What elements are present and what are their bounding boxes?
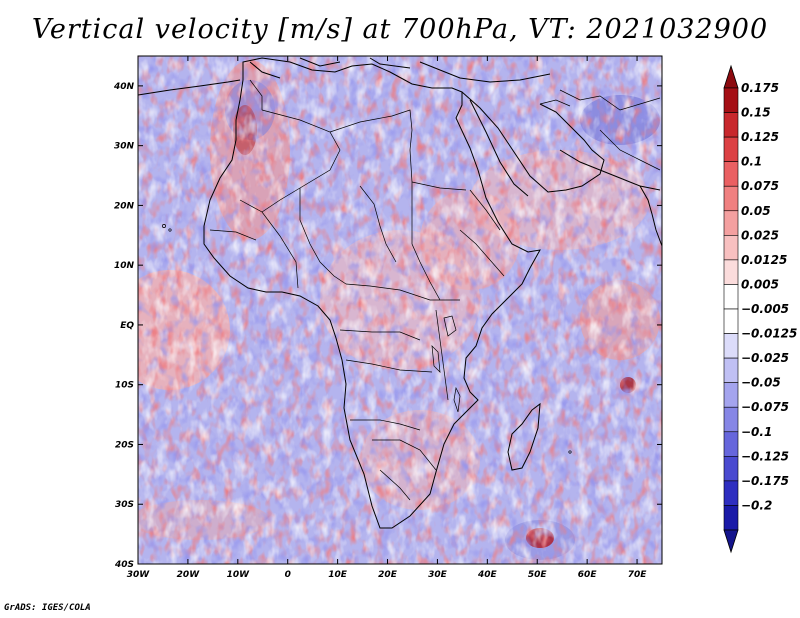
lon-label: 20W — [177, 570, 201, 580]
lat-label: 20N — [114, 201, 135, 211]
colorbar-label: −0.1 — [741, 425, 772, 439]
lat-label: 40N — [113, 82, 135, 92]
lon-label: 50E — [528, 570, 548, 580]
lon-label: 70E — [628, 570, 648, 580]
lat-label: 10S — [115, 381, 134, 391]
colorbar-label: 0.005 — [741, 277, 779, 291]
colorbar-swatch — [723, 284, 739, 310]
colorbar-label: 0.025 — [741, 228, 779, 242]
lon-label: 20E — [378, 570, 398, 580]
coastlines — [138, 57, 662, 529]
colorbar-label: −0.2 — [741, 498, 772, 512]
colorbar-swatch — [723, 185, 739, 212]
lon-label: 30E — [428, 570, 448, 580]
lat-label: 20S — [115, 440, 134, 450]
colorbar-label: 0.15 — [741, 106, 771, 120]
colorbar-label: 0.075 — [741, 179, 779, 193]
colorbar-swatch — [723, 333, 739, 359]
colorbar-label: 0.1 — [741, 155, 762, 169]
lon-label: 10E — [328, 570, 348, 580]
colorbar-label: 0.125 — [741, 130, 779, 144]
colorbar-label: 0.0125 — [741, 253, 787, 267]
lon-label: 40E — [477, 570, 498, 580]
lon-label: 30W — [127, 570, 151, 580]
colorbar-top-arrow — [723, 64, 739, 89]
colorbar-swatch — [723, 259, 739, 285]
colorbar-swatch — [723, 357, 739, 383]
plot-frame — [137, 55, 663, 565]
colorbar-swatch — [723, 210, 739, 236]
colorbar-swatch — [723, 456, 739, 482]
colorbar-swatch — [723, 406, 739, 433]
colorbar-label: −0.025 — [741, 351, 789, 365]
colorbar-label: −0.005 — [741, 302, 789, 316]
colorbar-label: −0.0125 — [741, 327, 797, 341]
colorbar-swatch — [723, 308, 739, 334]
lat-label: 10N — [114, 261, 135, 271]
lat-label: 30S — [115, 500, 134, 510]
colorbar-swatch — [723, 480, 739, 506]
lon-label: 0 — [285, 570, 291, 580]
colorbar-label: −0.075 — [741, 400, 789, 414]
colorbar-label: −0.125 — [741, 449, 789, 463]
country-borders — [209, 79, 661, 501]
colorbar-swatch — [723, 136, 739, 162]
colorbar-label: −0.05 — [741, 376, 781, 390]
colorbar-label: 0.05 — [741, 204, 771, 218]
latitude-axis: 40N 30N 20N 10N EQ 10S 20S 30S 40S — [113, 82, 662, 570]
colorbar: 0.175 0.15 0.125 0.1 0.075 0.05 0.025 0.0125 0.0… — [723, 64, 797, 554]
lat-label: 30N — [114, 142, 135, 152]
longitude-axis: 30W 20W 10W 0 10E 20E 30E 40E 50E 60E 70E — [127, 56, 647, 580]
lon-label: 60E — [578, 570, 598, 580]
colorbar-swatch — [723, 431, 739, 457]
lat-label: EQ — [120, 321, 134, 331]
colorbar-bottom-arrow — [723, 529, 739, 554]
lat-label: 40S — [114, 560, 134, 570]
colorbar-swatch — [723, 505, 739, 531]
vertical-velocity-field — [138, 56, 662, 564]
colorbar-label: 0.175 — [741, 81, 779, 95]
footer-credit: GrADS: IGES/COLA — [4, 603, 91, 613]
colorbar-swatch — [723, 235, 739, 261]
colorbar-swatch — [723, 112, 739, 138]
colorbar-swatch — [723, 161, 739, 187]
colorbar-swatch — [723, 382, 739, 408]
lon-label: 10W — [227, 570, 251, 580]
colorbar-swatch — [723, 87, 739, 113]
colorbar-label: −0.175 — [741, 474, 789, 488]
map-title: Vertical velocity [m/s] at 700hPa, VT: 2… — [31, 14, 769, 45]
lakes — [162, 224, 572, 454]
